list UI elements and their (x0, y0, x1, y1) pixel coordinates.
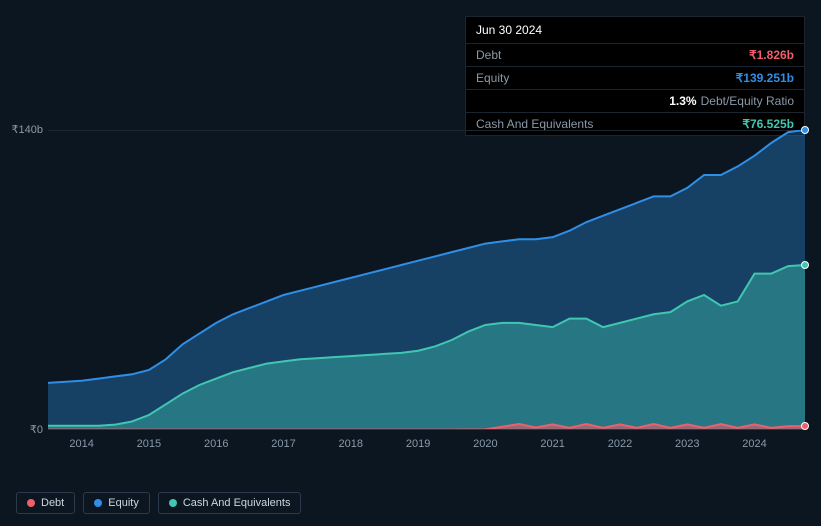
x-axis-label: 2016 (204, 438, 228, 450)
x-axis-label: 2015 (137, 438, 161, 450)
tooltip-row: 1.3%Debt/Equity Ratio (466, 90, 804, 113)
tooltip-subtext: Debt/Equity Ratio (701, 94, 794, 108)
legend-dot-icon (27, 499, 35, 507)
debt-end-marker (801, 422, 809, 430)
tooltip-value: ₹1.826b (749, 48, 794, 62)
tooltip-label: Equity (476, 71, 736, 85)
tooltip-label: Debt (476, 48, 749, 62)
chart-tooltip: Jun 30 2024 Debt₹1.826bEquity₹139.251b1.… (465, 16, 805, 136)
legend-item-cash-and-equivalents[interactable]: Cash And Equivalents (158, 492, 302, 514)
cash-end-marker (801, 261, 809, 269)
tooltip-label (476, 94, 669, 108)
x-axis-label: 2019 (406, 438, 430, 450)
legend-item-debt[interactable]: Debt (16, 492, 75, 514)
x-axis-label: 2018 (339, 438, 363, 450)
x-axis-label: 2022 (608, 438, 632, 450)
tooltip-value: 1.3%Debt/Equity Ratio (669, 94, 794, 108)
legend-label: Cash And Equivalents (183, 497, 291, 509)
x-axis-label: 2020 (473, 438, 497, 450)
x-axis-label: 2021 (540, 438, 564, 450)
tooltip-row: Debt₹1.826b (466, 44, 804, 67)
legend-item-equity[interactable]: Equity (83, 492, 150, 514)
x-axis-label: 2024 (742, 438, 766, 450)
y-axis-label: ₹140b (12, 123, 43, 136)
tooltip-date: Jun 30 2024 (466, 17, 804, 44)
x-axis-labels: 2014 2015 2016 2017 2018 2019 2020 2021 2022 2023… (48, 438, 805, 454)
x-axis-label: 2014 (69, 438, 93, 450)
y-axis-label: ₹0 (30, 423, 43, 436)
chart-area: ₹140b₹0 20142015201620172018201920202021… (16, 120, 805, 450)
equity-end-marker (801, 126, 809, 134)
legend-dot-icon (94, 499, 102, 507)
x-axis-label: 2017 (271, 438, 295, 450)
x-axis-label: 2023 (675, 438, 699, 450)
chart-plot[interactable] (48, 130, 805, 430)
legend-dot-icon (169, 499, 177, 507)
tooltip-row: Equity₹139.251b (466, 67, 804, 90)
legend: Debt Equity Cash And Equivalents (16, 492, 301, 514)
legend-label: Equity (108, 497, 139, 509)
tooltip-value: ₹139.251b (736, 71, 794, 85)
legend-label: Debt (41, 497, 64, 509)
